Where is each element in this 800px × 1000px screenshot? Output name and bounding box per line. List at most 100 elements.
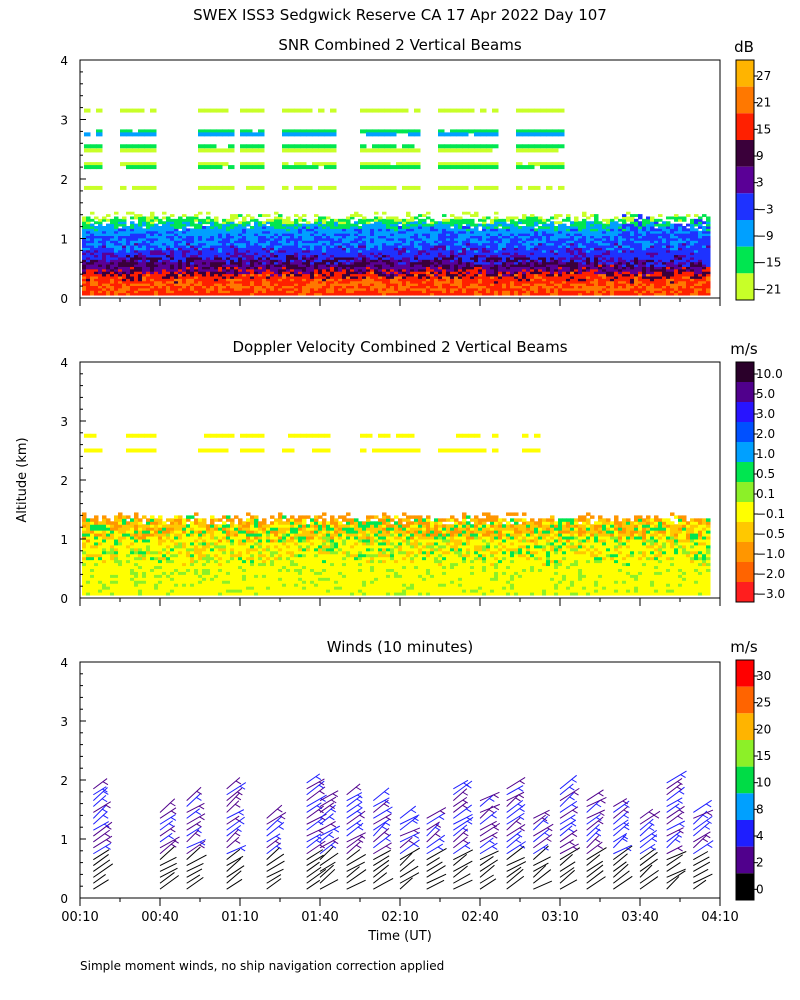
snr-cell (182, 252, 187, 256)
snr-cell (374, 237, 379, 241)
snr-cell (322, 266, 327, 270)
snr-cell (530, 254, 535, 258)
snr-cell (126, 249, 131, 253)
snr-cell (218, 285, 223, 289)
snr-cell (518, 285, 523, 289)
snr-cell (230, 287, 235, 291)
snr-cell (278, 214, 283, 217)
snr-cell (510, 233, 515, 237)
snr-cell (238, 271, 243, 275)
snr-cell (666, 292, 671, 296)
snr-cell (150, 235, 155, 239)
snr-cell (174, 280, 179, 284)
snr-cell (430, 249, 435, 253)
snr-cell (90, 278, 95, 282)
snr-cell (302, 240, 307, 244)
snr-cell (662, 259, 667, 263)
snr-cell (98, 252, 103, 256)
snr-cell (302, 237, 307, 241)
snr-cell (490, 242, 495, 246)
snr-cell (394, 228, 399, 232)
snr-cell (450, 233, 455, 237)
snr-cell (690, 218, 695, 222)
snr-cell (682, 254, 687, 258)
snr-cell (314, 230, 319, 234)
snr-cell (474, 271, 479, 275)
snr-cell (458, 240, 463, 244)
snr-cell (110, 285, 115, 289)
snr-cell (550, 283, 555, 287)
snr-cell (494, 228, 499, 232)
snr-cell (502, 254, 507, 258)
snr-cell (618, 290, 623, 294)
snr-cell (598, 261, 603, 265)
snr-cell (602, 278, 607, 282)
snr-cell (302, 292, 307, 296)
snr-cell (170, 247, 175, 251)
snr-cell (590, 273, 595, 277)
snr-cell (198, 287, 203, 291)
snr-cell (658, 240, 663, 244)
snr-cell (594, 247, 599, 251)
snr-cell (354, 266, 359, 270)
snr-cell (430, 259, 435, 263)
snr-cell (418, 275, 423, 279)
snr-cell (606, 228, 611, 232)
snr-cell (98, 287, 103, 291)
snr-cell (142, 252, 147, 256)
snr-cell (498, 264, 503, 267)
snr-cell (130, 256, 135, 260)
snr-cell (514, 228, 519, 232)
snr-cell (306, 254, 311, 258)
snr-cell (218, 245, 223, 248)
snr-cell (294, 278, 299, 282)
snr-cell (622, 264, 627, 267)
snr-cell (358, 259, 363, 263)
snr-cell (234, 264, 239, 267)
snr-cell (258, 228, 263, 232)
snr-cell (190, 235, 195, 239)
snr-cell (162, 259, 167, 263)
snr-cell (686, 273, 691, 277)
snr-cell (598, 290, 603, 294)
y-axis-label: Altitude (km) (15, 437, 30, 522)
snr-cell (554, 249, 559, 253)
snr-cell (242, 287, 247, 291)
snr-cell (138, 261, 143, 265)
snr-cell (438, 221, 443, 225)
snr-cell (446, 230, 451, 234)
snr-cell (354, 223, 359, 227)
snr-cell (306, 226, 311, 229)
snr-cell (218, 237, 223, 241)
snr-cell (622, 254, 627, 258)
snr-cell (386, 237, 391, 241)
snr-cell (510, 216, 515, 220)
snr-cell (82, 226, 87, 229)
snr-cell (322, 235, 327, 239)
snr-cell (154, 283, 159, 287)
snr-cell (218, 283, 223, 287)
snr-cell (322, 292, 327, 296)
snr-cell (618, 247, 623, 251)
snr-cell (98, 226, 103, 229)
snr-cell (194, 280, 199, 284)
snr-cell (626, 226, 631, 229)
snr-cell (382, 256, 387, 260)
snr-cell (122, 216, 127, 220)
snr-cell (410, 228, 415, 232)
snr-cell (366, 245, 371, 248)
snr-cell (174, 228, 179, 232)
snr-cell (338, 280, 343, 284)
snr-cell (610, 292, 615, 296)
snr-cell (454, 226, 459, 229)
snr-cell (182, 240, 187, 244)
snr-cell (638, 283, 643, 287)
snr-cell (394, 226, 399, 229)
snr-cell (486, 235, 491, 239)
snr-cell (682, 230, 687, 234)
snr-cell (642, 278, 647, 282)
snr-cell (666, 271, 671, 275)
snr-cell (182, 283, 187, 287)
snr-cell (338, 218, 343, 222)
snr-cell (330, 240, 335, 244)
